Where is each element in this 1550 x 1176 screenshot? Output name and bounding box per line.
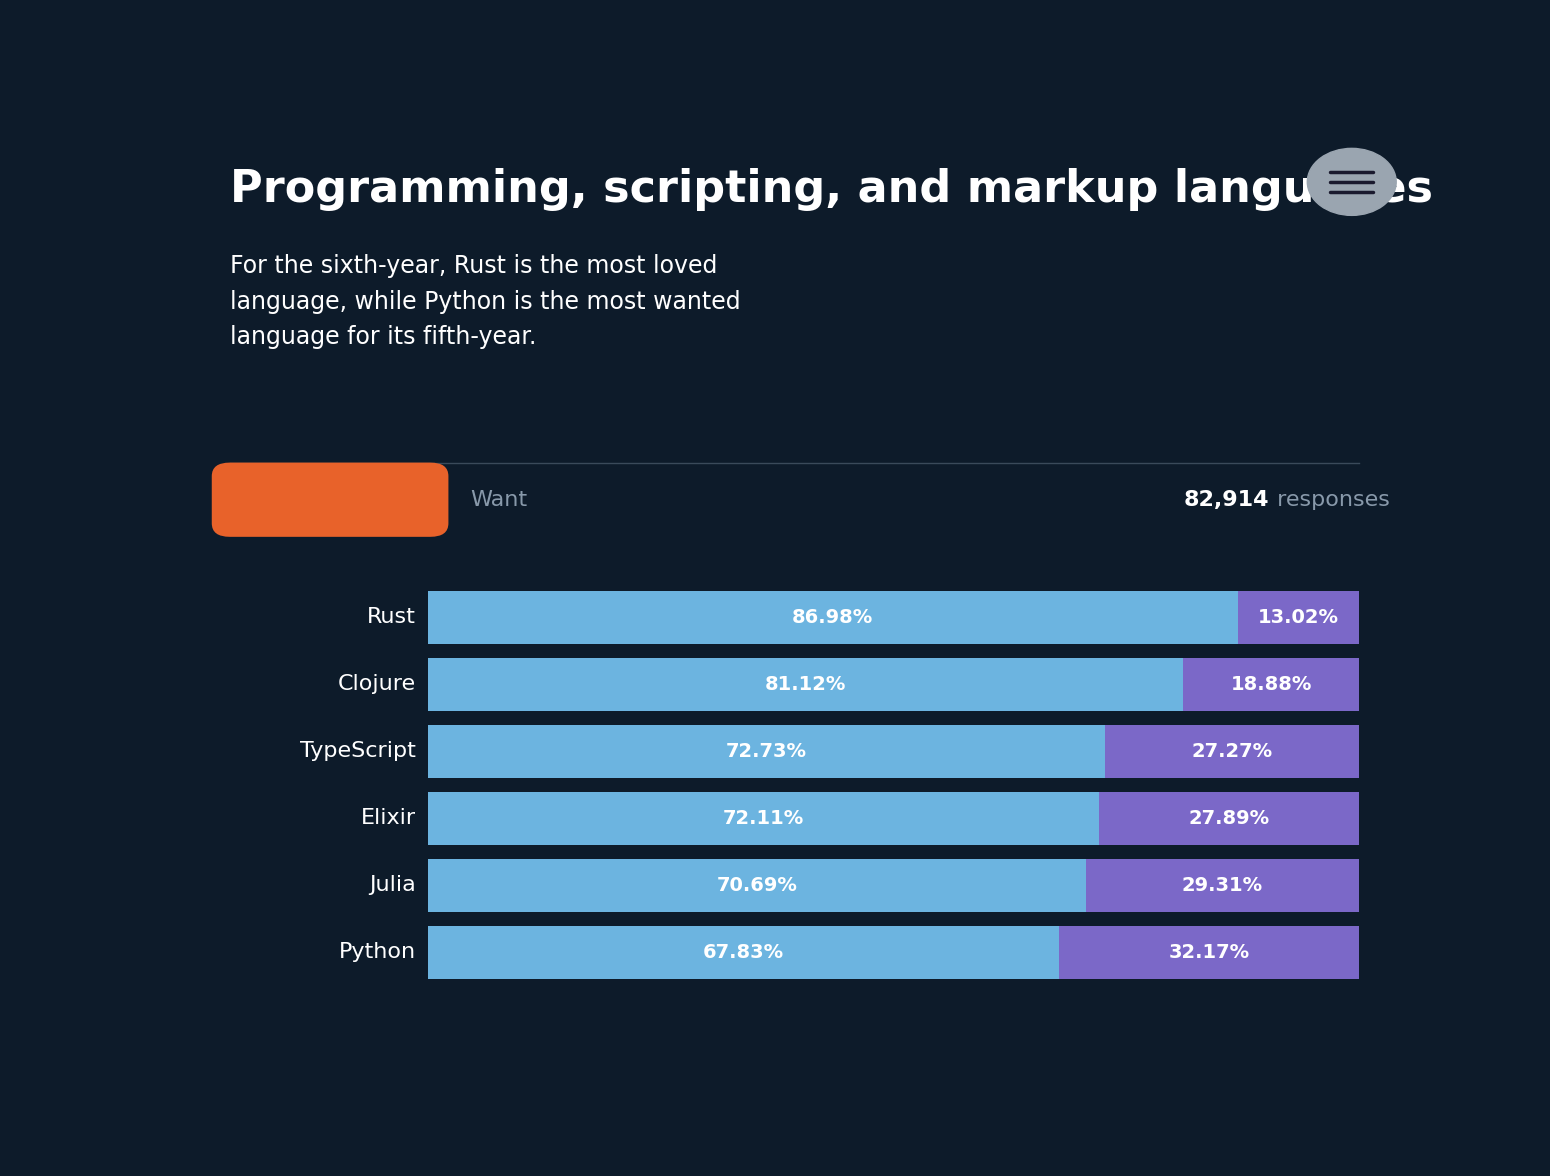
Text: 32.17%: 32.17% [1169, 943, 1249, 962]
FancyBboxPatch shape [428, 927, 1060, 978]
FancyBboxPatch shape [428, 860, 1087, 911]
FancyBboxPatch shape [1238, 592, 1359, 643]
Text: 13.02%: 13.02% [1259, 608, 1339, 627]
Text: Want: Want [470, 489, 527, 509]
FancyBboxPatch shape [212, 462, 448, 536]
Text: TypeScript: TypeScript [301, 741, 415, 761]
FancyBboxPatch shape [1060, 927, 1359, 978]
Text: For the sixth-year, Rust is the most loved
language, while Python is the most wa: For the sixth-year, Rust is the most lov… [229, 254, 741, 349]
Text: Clojure: Clojure [338, 674, 415, 695]
Text: 70.69%: 70.69% [716, 876, 798, 895]
Circle shape [1307, 148, 1397, 215]
Text: Python: Python [339, 942, 415, 962]
FancyBboxPatch shape [428, 659, 1183, 710]
Text: Rust: Rust [367, 608, 415, 628]
FancyBboxPatch shape [1099, 793, 1359, 844]
Text: 27.27%: 27.27% [1192, 742, 1273, 761]
Text: responses: responses [1269, 489, 1390, 509]
FancyBboxPatch shape [428, 726, 1105, 777]
Text: 72.11%: 72.11% [722, 809, 804, 828]
FancyBboxPatch shape [1183, 659, 1359, 710]
Text: Programming, scripting, and markup languages: Programming, scripting, and markup langu… [229, 168, 1432, 212]
Text: 18.88%: 18.88% [1231, 675, 1311, 694]
Text: Julia: Julia [369, 875, 415, 895]
FancyBboxPatch shape [428, 793, 1099, 844]
Text: 72.73%: 72.73% [725, 742, 808, 761]
Text: 86.98%: 86.98% [792, 608, 874, 627]
FancyBboxPatch shape [428, 592, 1238, 643]
Text: 67.83%: 67.83% [704, 943, 784, 962]
Text: Loved vs. Dreaded: Loved vs. Dreaded [220, 489, 439, 509]
Text: 81.12%: 81.12% [764, 675, 846, 694]
Text: 29.31%: 29.31% [1183, 876, 1263, 895]
Text: Elixir: Elixir [361, 808, 415, 828]
FancyBboxPatch shape [1087, 860, 1359, 911]
Text: 27.89%: 27.89% [1189, 809, 1269, 828]
FancyBboxPatch shape [1105, 726, 1359, 777]
Text: 82,914: 82,914 [1183, 489, 1269, 509]
